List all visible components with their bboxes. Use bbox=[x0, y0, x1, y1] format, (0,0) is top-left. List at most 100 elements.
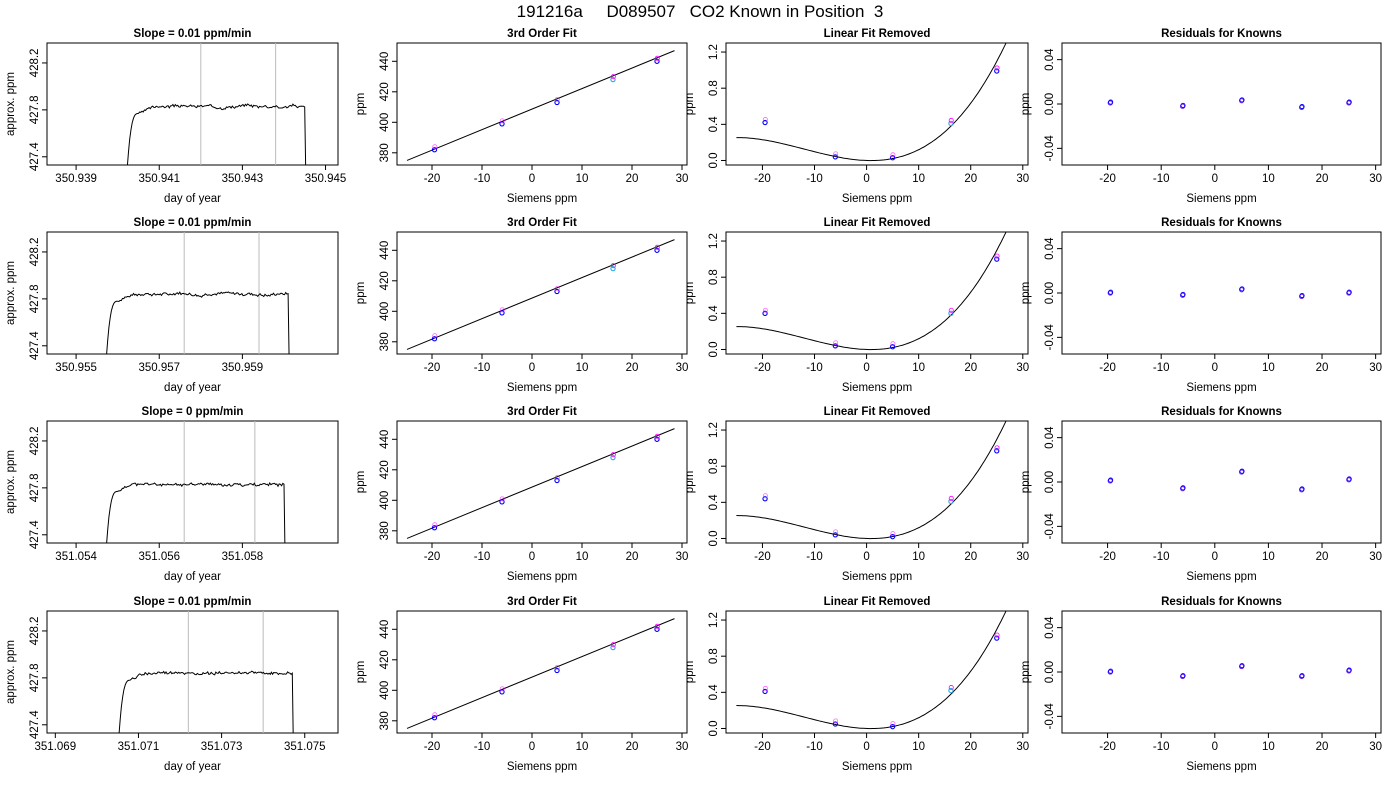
data-point bbox=[654, 244, 660, 250]
data-point bbox=[948, 120, 954, 127]
panel-r1-fit: 3rd Order Fit -20 -10 0 10 20 30 380 400 420 440 Si… bbox=[355, 28, 688, 205]
x-axis-label: Siemens ppm bbox=[1186, 571, 1256, 583]
x-tick-label: 30 bbox=[1369, 551, 1382, 563]
y-tick-label: 0.4 bbox=[708, 684, 720, 701]
panel-r1-res: Residuals for Knowns -20 -10 0 10 20 30 -0.04 0.… bbox=[1020, 28, 1382, 205]
data-point bbox=[499, 310, 505, 316]
x-tick-label: 10 bbox=[912, 362, 925, 374]
page-title: 191216a D089507 CO2 Known in Position 3 bbox=[516, 2, 884, 21]
plot-frame bbox=[46, 42, 339, 166]
plot-area bbox=[406, 239, 675, 350]
panel-r4-time: Slope = 0.01 ppm/min 351.069 351.071 351.07… bbox=[5, 596, 339, 773]
y-tick-label: 427.8 bbox=[29, 95, 41, 124]
series-trace-line bbox=[106, 291, 290, 354]
fit-line bbox=[406, 239, 675, 350]
y-tick-label: 427.4 bbox=[29, 520, 41, 549]
data-point bbox=[832, 721, 838, 727]
y-tick-label: 428.2 bbox=[29, 617, 41, 646]
data-point bbox=[431, 336, 438, 342]
panel-title: 3rd Order Fit bbox=[507, 217, 577, 229]
y-axis-label: ppm bbox=[1020, 471, 1032, 493]
y-tick-label: 400 bbox=[379, 491, 391, 510]
panel-r2-res: Residuals for Knowns -20 -10 0 10 20 30 -0.04 0.… bbox=[1020, 217, 1382, 394]
x-tick-label: -20 bbox=[754, 551, 771, 563]
data-point bbox=[1346, 289, 1352, 295]
panel-title: Linear Fit Removed bbox=[824, 217, 931, 229]
data-point bbox=[499, 689, 505, 695]
data-point bbox=[654, 58, 660, 64]
data-point bbox=[1180, 485, 1186, 491]
x-tick-label: -20 bbox=[1099, 551, 1116, 563]
y-tick-label: 0.04 bbox=[1044, 426, 1056, 449]
y-tick-label: 400 bbox=[379, 302, 391, 321]
y-axis-label: ppm bbox=[1020, 93, 1032, 115]
x-tick-label: 0 bbox=[1212, 551, 1218, 563]
y-tick-label: 427.4 bbox=[29, 142, 41, 171]
data-point bbox=[1108, 477, 1114, 483]
x-tick-label: 350.943 bbox=[222, 173, 264, 185]
x-tick-label: -10 bbox=[1153, 173, 1170, 185]
x-tick-label: 0 bbox=[863, 741, 869, 753]
x-tick-label: 20 bbox=[626, 173, 639, 185]
data-point bbox=[890, 531, 896, 537]
x-axis-label: day of year bbox=[164, 193, 221, 205]
data-point bbox=[431, 147, 438, 153]
data-point bbox=[1346, 476, 1352, 482]
y-tick-label: 0.00 bbox=[1044, 471, 1056, 493]
x-tick-label: 10 bbox=[1262, 741, 1275, 753]
data-point bbox=[610, 74, 616, 80]
x-tick-label: -10 bbox=[474, 362, 491, 374]
x-tick-label: 0 bbox=[529, 741, 535, 753]
data-point bbox=[948, 498, 954, 505]
x-tick-label: 350.957 bbox=[138, 362, 180, 374]
data-point bbox=[890, 341, 896, 347]
y-tick-label: -0.04 bbox=[1044, 703, 1056, 730]
data-point bbox=[1299, 486, 1305, 492]
x-tick-label: 0 bbox=[1212, 362, 1218, 374]
data-point bbox=[610, 454, 616, 461]
data-point bbox=[610, 644, 616, 651]
y-tick-label: 380 bbox=[379, 521, 391, 540]
series-trace-line bbox=[126, 103, 307, 165]
x-axis-label: Siemens ppm bbox=[507, 193, 577, 205]
y-axis-label: approx. ppm bbox=[5, 72, 17, 136]
y-tick-label: 0.04 bbox=[1044, 616, 1056, 639]
x-tick-label: 351.073 bbox=[201, 741, 243, 753]
data-point bbox=[431, 715, 438, 721]
x-tick-label: 350.941 bbox=[138, 173, 180, 185]
data-point bbox=[994, 445, 1000, 451]
data-point bbox=[1299, 292, 1305, 299]
fit-line bbox=[406, 428, 675, 539]
x-tick-label: 0 bbox=[1212, 741, 1218, 753]
x-tick-label: -10 bbox=[474, 551, 491, 563]
x-tick-label: 20 bbox=[1316, 551, 1329, 563]
fit-line bbox=[406, 618, 675, 729]
data-point bbox=[948, 117, 954, 123]
x-tick-label: 10 bbox=[576, 551, 589, 563]
data-point bbox=[994, 65, 1000, 71]
data-point bbox=[762, 688, 768, 695]
data-point bbox=[499, 121, 505, 127]
y-axis-label: ppm bbox=[684, 661, 696, 683]
y-tick-label: 440 bbox=[379, 430, 391, 449]
x-tick-label: 351.058 bbox=[222, 551, 264, 563]
x-tick-label: 10 bbox=[576, 362, 589, 374]
panel-title: Slope = 0.01 ppm/min bbox=[134, 596, 252, 608]
data-point bbox=[1239, 663, 1245, 669]
fit-curve bbox=[736, 232, 1007, 351]
y-tick-label: 440 bbox=[379, 241, 391, 260]
data-point bbox=[554, 667, 560, 674]
plot-frame bbox=[396, 610, 688, 734]
y-tick-label: 0.4 bbox=[708, 494, 720, 511]
x-tick-label: 0 bbox=[1212, 173, 1218, 185]
data-point bbox=[762, 685, 768, 691]
x-tick-label: 30 bbox=[1016, 173, 1029, 185]
x-tick-label: 30 bbox=[1369, 173, 1382, 185]
x-tick-label: -10 bbox=[806, 551, 823, 563]
y-tick-label: 380 bbox=[379, 332, 391, 351]
plot-frame bbox=[396, 420, 688, 544]
data-point bbox=[1299, 673, 1305, 679]
data-point bbox=[1299, 103, 1305, 110]
x-tick-label: 20 bbox=[626, 362, 639, 374]
data-point bbox=[762, 117, 768, 123]
